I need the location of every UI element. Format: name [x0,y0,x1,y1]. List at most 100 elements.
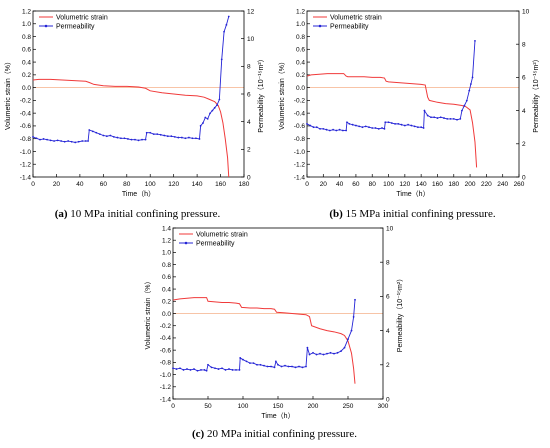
permeability-point [166,135,169,138]
permeability-point [336,351,339,354]
x-tick-label: 220 [481,181,492,188]
permeability-point [163,134,166,137]
permeability-point [249,362,251,364]
permeability-point [156,133,159,136]
permeability-point [306,346,309,349]
permeability-point [209,112,211,115]
permeability-point [326,352,328,355]
permeability-point [53,140,55,142]
permeability-point [291,365,293,368]
permeability-point [387,121,390,124]
permeability-point [439,116,442,119]
y-left-axis-title: Volumetric strain（%） [4,58,12,130]
permeability-point [433,116,436,119]
permeability-point [256,363,258,366]
x-tick-label: 200 [465,181,476,188]
permeability-point [180,136,183,139]
permeability-point [195,137,197,140]
series-line-volumetric-strain [173,297,356,384]
permeability-point [446,118,449,120]
y-left-tick-label: -1.0 [20,149,32,156]
permeability-point [60,140,63,142]
permeability-point [277,363,279,366]
y-right-tick-label: 0 [247,174,251,181]
caption-a-text: 10 MPa initial confining pressure. [67,208,221,220]
permeability-point [384,121,387,124]
permeability-point [144,138,147,141]
permeability-point [102,134,105,137]
permeability-point [198,138,201,140]
permeability-point [177,136,180,139]
permeability-point [112,135,115,138]
permeability-point [305,365,307,368]
y-left-tick-label: 0.0 [162,311,171,318]
permeability-point [207,363,209,366]
legend-label-volumetric-strain: Volumetric strain [56,15,108,22]
permeability-point [245,360,248,363]
permeability-point [315,126,318,129]
permeability-point [46,138,48,141]
x-tick-label: 240 [497,181,508,188]
permeability-point [63,140,66,143]
y-left-tick-label: 0.4 [22,59,31,66]
y-left-tick-label: 1.2 [162,238,171,245]
permeability-point [301,366,304,369]
x-tick-label: 0 [171,403,175,410]
permeability-point [319,352,321,355]
y-left-tick-label: -0.4 [294,110,306,117]
permeability-point [340,350,342,353]
permeability-point [350,329,353,332]
permeability-point [430,116,432,119]
permeability-point [228,368,230,370]
y-left-tick-label: -1.2 [20,162,32,169]
permeability-point [199,124,202,127]
y-right-tick-label: 0 [522,174,526,181]
x-tick-label: 40 [336,181,344,188]
y-left-tick-label: 1.0 [162,250,171,257]
legend-marker-permeability [318,24,322,28]
y-left-tick-label: -0.2 [20,98,32,105]
y-right-tick-label: 4 [247,119,251,126]
permeability-point [306,122,308,125]
permeability-point [468,89,471,92]
permeability-point [220,58,223,61]
permeability-point [77,140,80,143]
permeability-point [397,122,400,125]
permeability-point [205,369,208,372]
y-right-tick-label: 6 [386,294,390,301]
permeability-point [463,104,466,107]
y-left-tick-label: 1.2 [296,8,305,15]
y-left-tick-label: 0.4 [296,59,305,66]
permeability-point [328,129,331,132]
legend-label-permeability: Permeability [196,241,235,248]
x-tick-label: 20 [320,181,328,188]
y-right-tick-label: 0 [386,396,390,403]
permeability-point [218,98,221,101]
chart-b: 0 20 40 60 80 100 120 140 160 180 200 220 240 260-1.4… [278,8,540,198]
permeability-point [338,128,341,131]
caption-b-text: 15 MPa initial confining pressure. [342,208,496,220]
x-tick-label: 60 [352,181,360,188]
x-axis-title: Time（h） [261,412,294,420]
x-tick-label: 100 [238,403,249,410]
permeability-point [474,39,476,42]
permeability-point [329,351,332,354]
x-tick-label: 140 [192,181,203,188]
series-line-permeability [173,299,356,372]
permeability-point [459,118,462,120]
y-right-tick-label: 2 [247,147,251,154]
permeability-point [145,131,148,134]
permeability-point [224,369,227,371]
x-axis-title: Time（h） [122,190,155,198]
permeability-point [175,368,178,370]
legend-label-volumetric-strain: Volumetric strain [330,15,382,22]
permeability-point [227,15,230,18]
y-left-tick-label: -1.2 [294,162,306,169]
y-left-tick-label: 0.8 [162,262,171,269]
y-left-tick-label: 0.2 [22,72,31,79]
y-left-tick-label: -1.4 [20,174,32,181]
permeability-point [149,131,152,134]
permeability-point [239,357,242,359]
caption-a-label: (a) [54,208,68,220]
x-tick-label: 120 [168,181,179,188]
